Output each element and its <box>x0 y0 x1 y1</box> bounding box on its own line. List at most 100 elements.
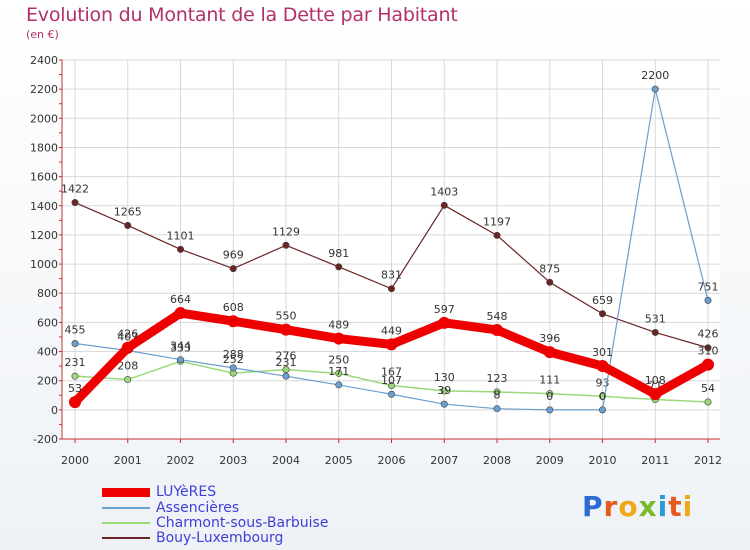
data-label: 288 <box>223 348 244 361</box>
data-label: 1101 <box>167 229 195 242</box>
data-point <box>121 341 134 354</box>
y-tick-label: 2000 <box>30 112 58 125</box>
data-label: 53 <box>68 382 82 395</box>
data-label: 426 <box>698 328 719 341</box>
data-label: 39 <box>437 384 451 397</box>
legend-item-luyeres: LUYèRES <box>102 484 216 500</box>
data-point <box>124 376 132 384</box>
data-label: 1422 <box>61 183 89 196</box>
chart-subtitle: (en €) <box>26 28 59 41</box>
data-label: 751 <box>698 280 719 293</box>
logo-letter: o <box>618 490 639 523</box>
data-label: 608 <box>223 301 244 314</box>
data-point <box>546 406 554 414</box>
data-point <box>335 381 343 389</box>
data-label: 548 <box>487 310 508 323</box>
data-label: 426 <box>117 328 138 341</box>
data-point <box>69 396 81 409</box>
x-tick-label: 2012 <box>694 454 722 467</box>
data-point <box>387 382 395 390</box>
y-tick-label: 400 <box>37 346 58 359</box>
legend-item-bouy: Bouy-Luxembourg <box>102 530 283 546</box>
data-point <box>704 344 712 352</box>
data-label: 171 <box>328 365 349 378</box>
data-label: 981 <box>328 247 349 260</box>
logo-letter: x <box>638 490 658 523</box>
chart-title: Evolution du Montant de la Dette par Hab… <box>26 4 458 26</box>
proxiti-logo: Proxiti <box>582 490 693 523</box>
x-tick-label: 2000 <box>61 454 89 467</box>
data-point <box>282 241 290 249</box>
x-tick-label: 2001 <box>114 454 142 467</box>
data-label: 531 <box>645 312 666 325</box>
data-point <box>543 346 556 359</box>
data-point <box>491 323 503 336</box>
data-label: 0 <box>599 390 606 403</box>
logo-letter: t <box>668 490 683 523</box>
data-label: 108 <box>645 374 666 387</box>
x-tick-label: 2007 <box>430 454 458 467</box>
data-point <box>493 231 501 239</box>
data-label: 252 <box>223 353 244 366</box>
y-tick-label: 2400 <box>30 54 58 67</box>
legend-label-charmont: Charmont-sous-Barbuise <box>156 515 329 531</box>
data-label: 449 <box>381 324 402 337</box>
data-point <box>546 278 554 286</box>
data-label: 659 <box>592 294 613 307</box>
data-point <box>177 356 185 364</box>
data-label: 167 <box>381 366 402 379</box>
data-label: 969 <box>223 249 244 262</box>
y-tick-label: 0 <box>51 404 58 417</box>
data-point <box>440 387 448 395</box>
data-label: 333 <box>170 341 191 354</box>
data-point <box>174 307 187 320</box>
data-point <box>598 310 606 318</box>
data-point <box>598 406 606 414</box>
data-label: 831 <box>381 269 402 282</box>
data-label: 1197 <box>483 215 511 228</box>
data-label: 107 <box>381 374 402 387</box>
data-point <box>229 364 237 372</box>
data-point <box>596 359 609 372</box>
data-label: 310 <box>698 345 719 358</box>
data-label: 1265 <box>114 205 142 218</box>
data-point <box>438 316 451 329</box>
data-point <box>651 85 659 93</box>
data-label: 301 <box>592 346 613 359</box>
data-label: 111 <box>539 374 560 387</box>
legend-label-bouy: Bouy-Luxembourg <box>156 530 284 546</box>
y-tick-label: 1600 <box>30 171 58 184</box>
data-label: 1403 <box>430 185 458 198</box>
data-label: 396 <box>539 332 560 345</box>
data-point <box>546 390 554 398</box>
legend-item-assencieres: Assencières <box>102 500 239 516</box>
data-point <box>651 328 659 336</box>
data-label: 0 <box>546 390 553 403</box>
y-tick-label: 600 <box>37 316 58 329</box>
data-point <box>124 221 132 229</box>
y-tick-label: 1400 <box>30 200 58 213</box>
x-tick-label: 2010 <box>589 454 617 467</box>
data-label: 344 <box>170 340 191 353</box>
data-label: 875 <box>539 262 560 275</box>
data-label: 123 <box>487 372 508 385</box>
data-point <box>71 199 79 207</box>
data-point <box>71 340 79 348</box>
data-label: 455 <box>65 324 86 337</box>
x-tick-label: 2005 <box>325 454 353 467</box>
x-tick-label: 2004 <box>272 454 300 467</box>
legend-swatch-assencieres <box>102 507 150 509</box>
data-point <box>387 285 395 293</box>
data-point <box>280 323 292 336</box>
data-label: 550 <box>276 310 297 323</box>
y-tick-label: 1800 <box>30 141 58 154</box>
x-tick-label: 2002 <box>167 454 195 467</box>
data-label: 276 <box>276 350 297 363</box>
data-label: 231 <box>276 356 297 369</box>
y-tick-label: 800 <box>37 287 58 300</box>
data-label: 130 <box>434 371 455 384</box>
data-point <box>335 369 343 377</box>
data-point <box>71 372 79 380</box>
